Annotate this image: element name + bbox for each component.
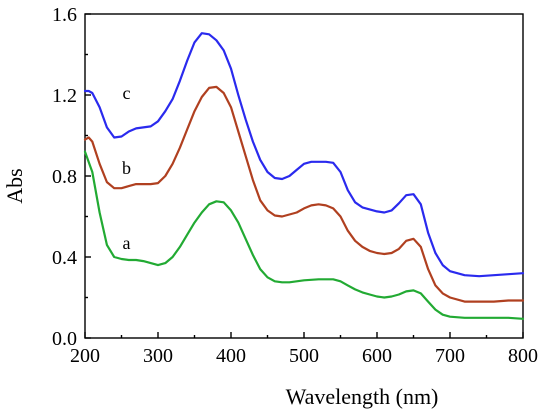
series-line-b — [83, 85, 525, 303]
series-label-c: c — [122, 83, 130, 103]
x-tick-label: 800 — [508, 345, 538, 367]
y-tick-label: 0.0 — [52, 328, 77, 350]
x-tick-label: 300 — [143, 345, 173, 367]
x-tick-label: 500 — [289, 345, 319, 367]
x-tick-label: 600 — [362, 345, 392, 367]
y-tick-label: 0.4 — [52, 247, 77, 269]
series-line-c — [83, 32, 525, 278]
series-label-a: a — [122, 233, 130, 253]
x-tick-label: 200 — [70, 345, 100, 367]
series-line-a — [83, 150, 525, 320]
x-tick-label: 400 — [216, 345, 246, 367]
series-layer — [83, 32, 525, 320]
y-axis-title: Abs — [2, 168, 27, 203]
y-tick-label: 1.6 — [52, 4, 77, 26]
series-label-b: b — [122, 158, 131, 178]
x-tick-label: 700 — [435, 345, 465, 367]
plot-frame — [84, 13, 524, 339]
x-axis-title: Wavelength (nm) — [286, 384, 439, 409]
axes: 200 300 400 500 600 700 800 0.0 0.4 0.8 1.2 1.6 — [52, 4, 538, 367]
y-tick-label: 1.2 — [52, 85, 77, 107]
y-tick-label: 0.8 — [52, 166, 77, 188]
labels-layer: a b c — [122, 83, 131, 253]
